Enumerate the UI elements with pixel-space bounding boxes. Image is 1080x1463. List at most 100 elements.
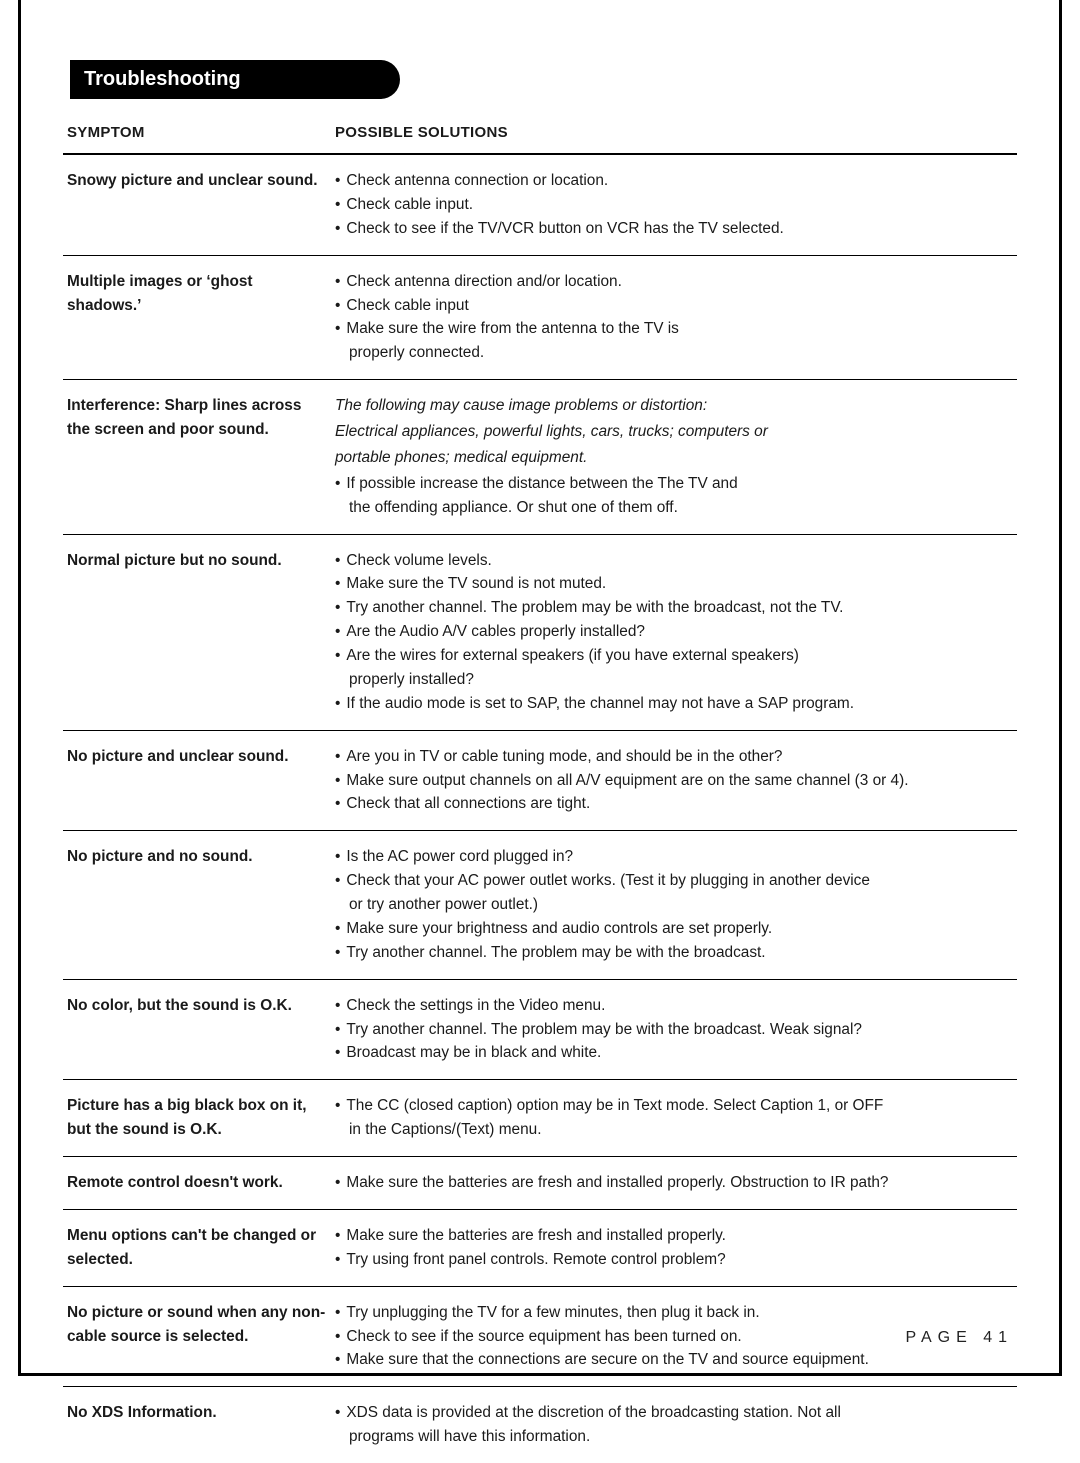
symptom-text: No picture or sound when any non-cable s… (67, 1304, 325, 1345)
symptom-text: Multiple images or ‘ghost shadows.’ (67, 273, 253, 314)
solution-text: Check to see if the TV/VCR button on VCR… (346, 217, 1013, 241)
symptom-cell: No picture and unclear sound. (63, 730, 331, 831)
solution-bullet: •Make sure the wire from the antenna to … (335, 317, 1013, 341)
table-row: No XDS Information. •XDS data is provided… (63, 1387, 1017, 1463)
bullet-dot-icon: • (335, 317, 340, 341)
bullet-dot-icon: • (335, 869, 340, 893)
solution-text: XDS data is provided at the discretion o… (346, 1401, 1013, 1425)
bullet-dot-icon: • (335, 549, 340, 573)
solution-bullet: •Are the wires for external speakers (if… (335, 644, 1013, 668)
solution-bullet: •Make sure the TV sound is not muted. (335, 572, 1013, 596)
symptom-text: Snowy picture and unclear sound. (67, 172, 318, 189)
bullet-dot-icon: • (335, 845, 340, 869)
solution-bullet: •Make sure your brightness and audio con… (335, 917, 1013, 941)
solution-bullet: •Make sure output channels on all A/V eq… (335, 769, 1013, 793)
solution-bullet: •Check volume levels. (335, 549, 1013, 573)
solution-text: Try unplugging the TV for a few minutes,… (346, 1301, 1013, 1325)
solution-text: If the audio mode is set to SAP, the cha… (346, 692, 1013, 716)
table-row: No picture or sound when any non-cable s… (63, 1286, 1017, 1387)
solution-bullet: •XDS data is provided at the discretion … (335, 1401, 1013, 1425)
solution-continuation: properly installed? (349, 668, 1013, 692)
solution-text: Are the wires for external speakers (if … (346, 644, 1013, 668)
solution-bullet: •Try unplugging the TV for a few minutes… (335, 1301, 1013, 1325)
table-body: Snowy picture and unclear sound.•Check a… (63, 154, 1017, 1463)
solution-bullet: •Check the settings in the Video menu. (335, 994, 1013, 1018)
solution-text: Try another channel. The problem may be … (346, 1018, 1013, 1042)
symptom-text: No color, but the sound is O.K. (67, 997, 292, 1014)
solution-lead: The following may cause image problems o… (335, 394, 1013, 418)
symptom-cell: Remote control doesn't work. (63, 1157, 331, 1210)
solutions-cell: •Make sure the batteries are fresh and i… (331, 1157, 1017, 1210)
solution-bullet: •If possible increase the distance betwe… (335, 472, 1013, 496)
solution-text: Check cable input (346, 294, 1013, 318)
symptom-text: Remote control doesn't work. (67, 1174, 283, 1191)
solution-bullet: •Check that all connections are tight. (335, 792, 1013, 816)
symptom-cell: Menu options can't be changed or selecte… (63, 1209, 331, 1286)
symptom-text: Picture has a big black box on it, but t… (67, 1097, 306, 1138)
solution-text: Check that your AC power outlet works. (… (346, 869, 1013, 893)
page-number: PAGE 41 (905, 1329, 1013, 1347)
bullet-dot-icon: • (335, 1041, 340, 1065)
solution-text: Make sure the batteries are fresh and in… (346, 1171, 1013, 1195)
bullet-dot-icon: • (335, 572, 340, 596)
header-solutions: POSSIBLE SOLUTIONS (331, 118, 1017, 154)
solution-bullet: •Check cable input. (335, 193, 1013, 217)
bullet-dot-icon: • (335, 1018, 340, 1042)
solution-text: Broadcast may be in black and white. (346, 1041, 1013, 1065)
solutions-cell: •Check the settings in the Video menu.•T… (331, 979, 1017, 1080)
bullet-dot-icon: • (335, 941, 340, 965)
bullet-dot-icon: • (335, 193, 340, 217)
solution-bullet: •Make sure that the connections are secu… (335, 1348, 1013, 1372)
bullet-dot-icon: • (335, 644, 340, 668)
table-row: Normal picture but no sound.•Check volum… (63, 534, 1017, 730)
solutions-cell: The following may cause image problems o… (331, 380, 1017, 534)
bullet-dot-icon: • (335, 620, 340, 644)
table-row: Menu options can't be changed or selecte… (63, 1209, 1017, 1286)
solution-bullet: •Check that your AC power outlet works. … (335, 869, 1013, 893)
symptom-cell: Picture has a big black box on it, but t… (63, 1080, 331, 1157)
bullet-dot-icon: • (335, 270, 340, 294)
solution-bullet: •Check antenna direction and/or location… (335, 270, 1013, 294)
solution-text: Try another channel. The problem may be … (346, 941, 1013, 965)
solution-continuation: properly connected. (349, 341, 1013, 365)
solution-bullet: •Check to see if the TV/VCR button on VC… (335, 217, 1013, 241)
symptom-cell: No picture and no sound. (63, 831, 331, 979)
solution-bullet: •Try another channel. The problem may be… (335, 1018, 1013, 1042)
solution-text: The CC (closed caption) option may be in… (346, 1094, 1013, 1118)
symptom-text: No picture and no sound. (67, 848, 253, 865)
bullet-dot-icon: • (335, 792, 340, 816)
solution-bullet: •Are the Audio A/V cables properly insta… (335, 620, 1013, 644)
bullet-dot-icon: • (335, 769, 340, 793)
solution-text: Check antenna connection or location. (346, 169, 1013, 193)
solution-text: Try using front panel controls. Remote c… (346, 1248, 1013, 1272)
solution-bullet: •Make sure the batteries are fresh and i… (335, 1171, 1013, 1195)
symptom-text: No XDS Information. (67, 1404, 217, 1421)
solution-text: Check volume levels. (346, 549, 1013, 573)
bullet-dot-icon: • (335, 596, 340, 620)
header-symptom: SYMPTOM (63, 118, 331, 154)
bullet-dot-icon: • (335, 1248, 340, 1272)
bullet-dot-icon: • (335, 745, 340, 769)
solution-lead: Electrical appliances, powerful lights, … (335, 420, 1013, 444)
symptom-cell: Multiple images or ‘ghost shadows.’ (63, 255, 331, 380)
bullet-dot-icon: • (335, 1348, 340, 1372)
solutions-cell: •The CC (closed caption) option may be i… (331, 1080, 1017, 1157)
troubleshooting-table: SYMPTOM POSSIBLE SOLUTIONS Snowy picture… (63, 118, 1017, 1463)
content-area: SYMPTOM POSSIBLE SOLUTIONS Snowy picture… (63, 118, 1017, 1463)
table-row: Multiple images or ‘ghost shadows.’ •Chec… (63, 255, 1017, 380)
solution-bullet: •The CC (closed caption) option may be i… (335, 1094, 1013, 1118)
solution-text: Make sure the wire from the antenna to t… (346, 317, 1013, 341)
symptom-cell: No XDS Information. (63, 1387, 331, 1463)
bullet-dot-icon: • (335, 294, 340, 318)
solution-bullet: •Try another channel. The problem may be… (335, 941, 1013, 965)
solution-bullet: •Make sure the batteries are fresh and i… (335, 1224, 1013, 1248)
solutions-cell: •Are you in TV or cable tuning mode, and… (331, 730, 1017, 831)
solution-bullet: •If the audio mode is set to SAP, the ch… (335, 692, 1013, 716)
solution-continuation: in the Captions/(Text) menu. (349, 1118, 1013, 1142)
solution-bullet: •Check cable input (335, 294, 1013, 318)
solution-bullet: •Try another channel. The problem may be… (335, 596, 1013, 620)
symptom-text: Normal picture but no sound. (67, 552, 282, 569)
bullet-dot-icon: • (335, 917, 340, 941)
table-row: No picture and no sound.•Is the AC power… (63, 831, 1017, 979)
solution-text: Make sure the TV sound is not muted. (346, 572, 1013, 596)
